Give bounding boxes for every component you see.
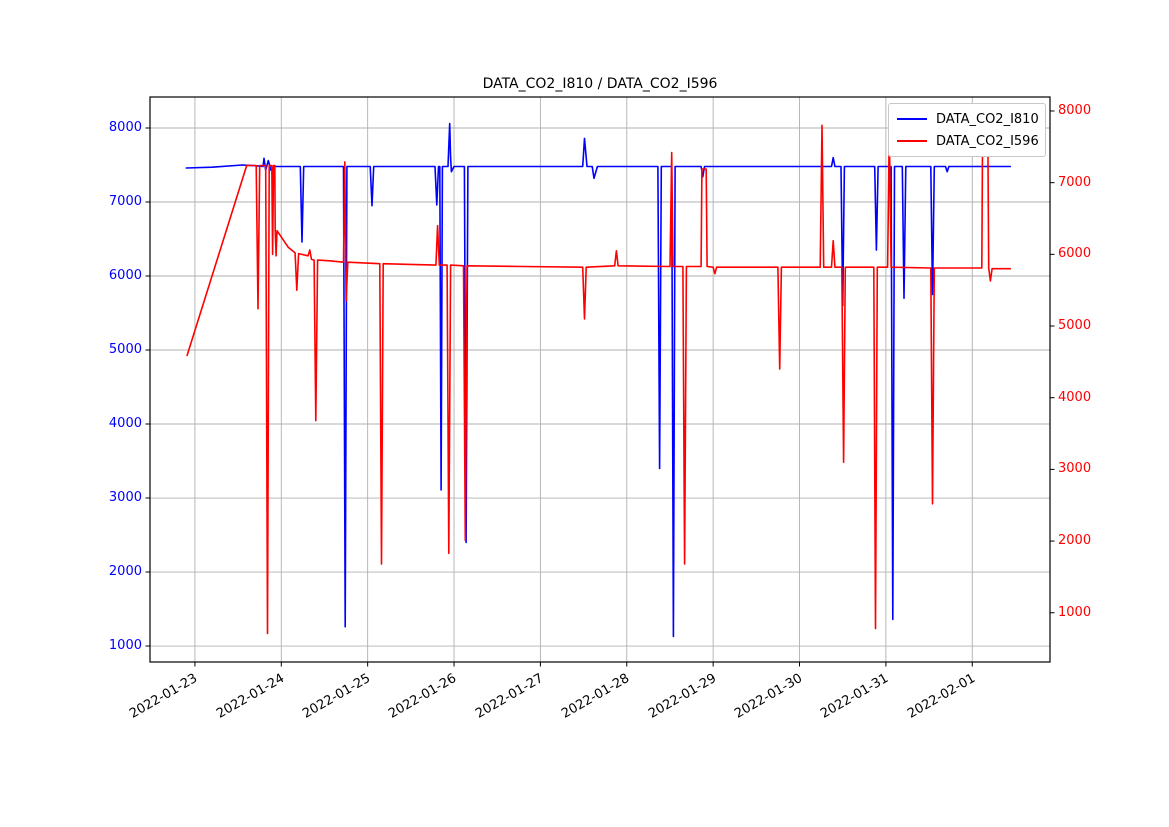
left-y-tick-label: 8000 bbox=[108, 120, 142, 135]
legend-item-i596: DATA_CO2_I596 bbox=[897, 130, 1039, 152]
right-y-tick-label: 8000 bbox=[1058, 102, 1092, 118]
left-y-tick-label: 4000 bbox=[108, 416, 142, 431]
right-y-tick-label: 1000 bbox=[1058, 604, 1092, 620]
left-y-tick-label: 7000 bbox=[108, 194, 142, 209]
left-y-tick-label: 5000 bbox=[108, 342, 142, 357]
left-y-tick-label: 1000 bbox=[108, 638, 142, 654]
series-line-data_co2_i810 bbox=[185, 122, 1012, 638]
right-y-tick-label: 2000 bbox=[1058, 533, 1092, 549]
right-y-tick-label: 3000 bbox=[1058, 461, 1092, 477]
legend-label: DATA_CO2_I596 bbox=[936, 133, 1039, 149]
left-y-tick-label: 6000 bbox=[108, 268, 142, 283]
chart-title: DATA_CO2_I810 / DATA_CO2_I596 bbox=[482, 76, 718, 92]
legend-label: DATA_CO2_I810 bbox=[936, 111, 1039, 127]
right-y-tick-label: 7000 bbox=[1058, 174, 1092, 190]
legend-line-sample-red bbox=[897, 140, 927, 142]
legend-item-i810: DATA_CO2_I810 bbox=[897, 108, 1039, 130]
series-line-data_co2_i596 bbox=[186, 124, 1012, 635]
right-y-tick-label: 6000 bbox=[1058, 246, 1092, 262]
right-y-tick-label: 5000 bbox=[1058, 318, 1092, 334]
legend-line-sample-blue bbox=[897, 118, 927, 120]
left-y-tick-label: 3000 bbox=[108, 490, 142, 505]
legend: DATA_CO2_I810 DATA_CO2_I596 bbox=[888, 103, 1046, 157]
right-y-tick-label: 4000 bbox=[1058, 389, 1092, 405]
left-y-tick-label: 2000 bbox=[108, 564, 142, 579]
axes-spines bbox=[149, 96, 1051, 663]
